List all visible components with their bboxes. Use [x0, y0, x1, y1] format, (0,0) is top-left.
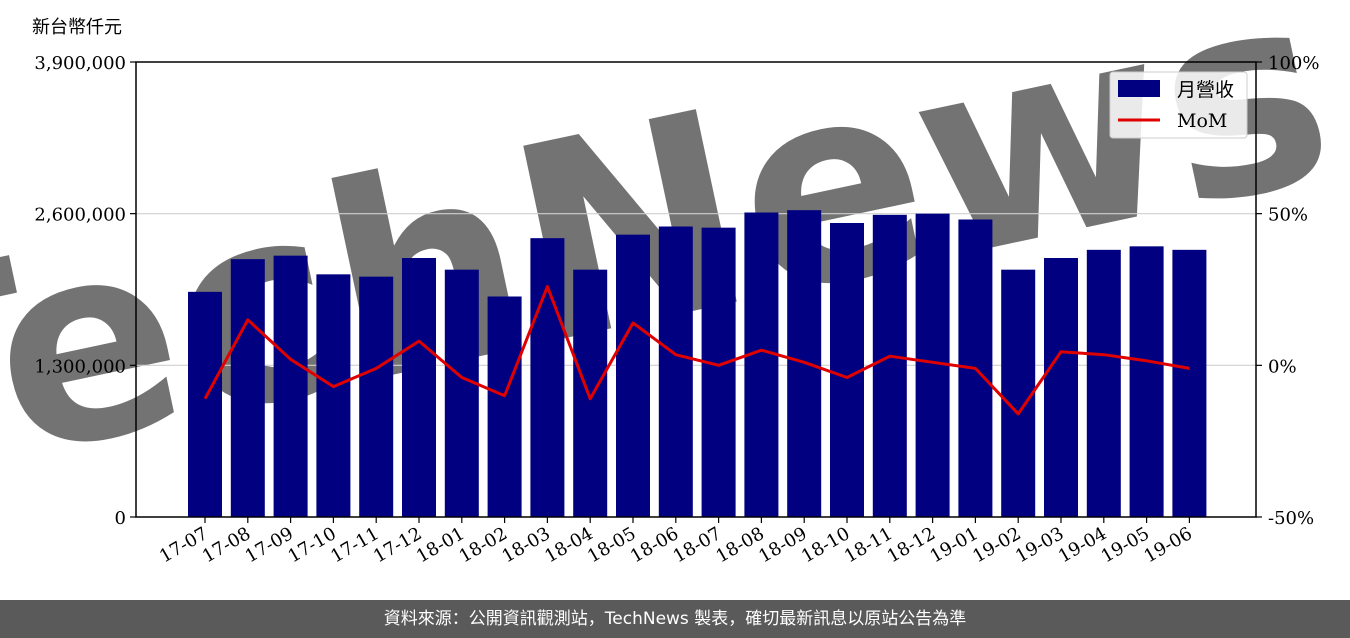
revenue-bar — [658, 226, 693, 517]
x-tick-label: 17-08 — [199, 523, 254, 567]
x-tick-label: 18-03 — [498, 523, 553, 567]
source-footer: 資料來源：公開資訊觀測站，TechNews 製表，確切最新訊息以原站公告為準 — [0, 600, 1350, 638]
left-tick-label: 2,600,000 — [34, 205, 126, 226]
left-tick-label: 3,900,000 — [34, 53, 126, 74]
revenue-bar — [1086, 249, 1121, 518]
x-tick-label: 18-11 — [841, 523, 896, 567]
legend-bar-swatch — [1118, 80, 1160, 97]
revenue-bar — [1129, 246, 1164, 518]
revenue-bar — [487, 296, 522, 517]
legend-label-revenue: 月營收 — [1177, 79, 1234, 101]
revenue-bar — [1001, 269, 1036, 517]
x-tick-label: 17-11 — [327, 523, 382, 567]
right-tick-label: -50% — [1268, 508, 1314, 529]
x-tick-label: 18-01 — [413, 523, 468, 567]
x-tick-label: 19-04 — [1055, 523, 1110, 567]
bar-series — [188, 210, 1207, 518]
revenue-bar — [402, 258, 436, 517]
x-tick-label: 17-10 — [284, 523, 339, 567]
x-tick-label: 18-09 — [755, 523, 810, 567]
x-tick-label: 18-05 — [584, 523, 639, 567]
x-tick-label: 18-02 — [456, 523, 511, 567]
right-tick-label: 0% — [1268, 356, 1297, 377]
x-tick-label: 17-09 — [242, 523, 297, 567]
x-axis: 17-0717-0817-0917-1017-1117-1218-0118-02… — [156, 517, 1196, 567]
revenue-bar — [744, 212, 779, 517]
mom-line — [203, 285, 1190, 416]
left-y-axis: 0 1,300,000 2,600,000 3,900,000 — [34, 53, 136, 529]
mom-line-series — [203, 285, 1190, 416]
y-unit-label: 新台幣仟元 — [32, 17, 122, 38]
x-tick-label: 17-12 — [370, 523, 425, 567]
revenue-bar — [701, 227, 736, 517]
legend: 月營收 MoM — [1109, 71, 1248, 139]
x-tick-label: 19-02 — [969, 523, 1024, 567]
revenue-bar — [573, 269, 608, 517]
revenue-bar — [1044, 258, 1078, 517]
x-tick-label: 19-01 — [926, 523, 981, 567]
legend-label-mom: MoM — [1177, 110, 1227, 132]
x-tick-label: 18-10 — [798, 523, 853, 567]
x-tick-label: 19-05 — [1098, 523, 1153, 567]
x-tick-label: 18-06 — [627, 523, 682, 567]
revenue-bar — [188, 291, 222, 517]
revenue-bar — [830, 223, 864, 517]
x-tick-label: 19-03 — [1012, 523, 1067, 567]
x-tick-label: 18-07 — [670, 523, 725, 567]
revenue-bar — [359, 276, 394, 517]
x-tick-label: 17-07 — [156, 523, 211, 567]
plot-area-frame — [135, 61, 1257, 518]
revenue-bar — [444, 269, 479, 517]
revenue-bar — [273, 255, 308, 517]
revenue-bar — [230, 259, 265, 517]
right-y-axis: -50% 0% 50% 100% — [1256, 53, 1319, 529]
right-tick-label: 100% — [1268, 53, 1319, 74]
left-tick-label: 1,300,000 — [34, 356, 126, 377]
revenue-bar — [872, 214, 907, 518]
x-tick-label: 18-12 — [884, 523, 939, 567]
x-tick-label: 19-06 — [1140, 523, 1195, 567]
x-tick-label: 18-08 — [712, 523, 767, 567]
revenue-bar — [316, 274, 351, 517]
left-tick-label: 0 — [115, 508, 126, 529]
revenue-bar — [616, 234, 650, 517]
x-tick-label: 18-04 — [541, 523, 596, 567]
revenue-bar — [1172, 249, 1207, 518]
right-tick-label: 50% — [1268, 205, 1308, 226]
revenue-bar — [530, 238, 565, 517]
